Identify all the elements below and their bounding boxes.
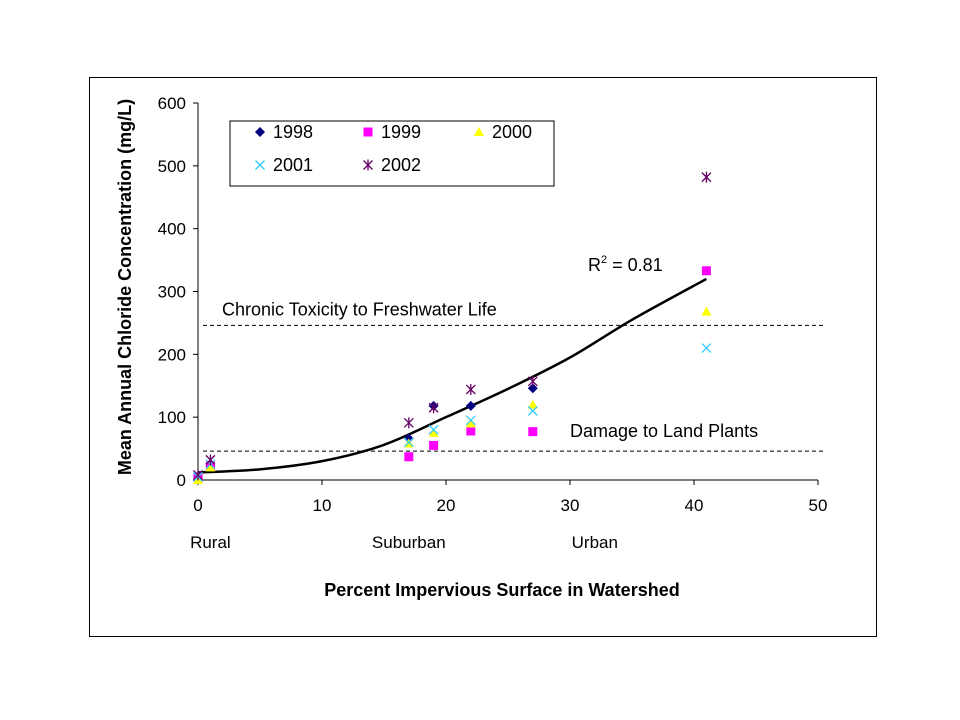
x-tick-label: 10 [313,496,332,515]
scatter-plot: 0 100 200 300 400 500 600 0 10 20 30 40 50 Chronic … [115,94,827,600]
x-ticks: 0 10 20 30 40 50 [193,480,827,515]
data-point-2002 [465,384,476,396]
legend-marker [255,160,265,170]
data-point-2002 [701,171,712,183]
x-tick-label: 30 [561,496,580,515]
legend-label: 2000 [492,122,532,142]
data-point-1998 [403,433,414,444]
data-point-2000 [428,427,439,437]
data-point-1998 [465,400,476,411]
data-point-2002 [527,375,538,387]
legend-marker [363,127,373,137]
legend-box [229,120,555,187]
data-point-2002 [403,417,414,429]
data-point-1999 [701,266,711,276]
y-tick-label: 500 [158,157,186,176]
x-tick-label: 0 [193,496,202,515]
legend-label: 1998 [273,122,313,142]
x-axis-title: Percent Impervious Surface in Watershed [324,580,679,600]
data-point-2001 [403,437,414,448]
x-tick-label: 20 [437,496,456,515]
trendline [197,277,708,474]
legend-label: 1999 [381,122,421,142]
data-point-2001 [527,405,538,416]
reference-lines: Chronic Toxicity to Freshwater Life Damag… [203,299,826,452]
data-point-2000 [701,306,712,316]
markers [193,171,712,484]
data-point-2002 [428,402,439,414]
data-point-2000 [527,399,538,409]
data-point-2002 [205,454,216,466]
chart-frame: 0 100 200 300 400 500 600 0 10 20 30 40 50 Chronic … [89,77,877,637]
legend-marker [474,127,484,136]
legend-marker [255,127,265,137]
data-point-1998 [527,383,538,394]
reference-line-label: Damage to Land Plants [570,421,758,441]
category-label: Rural [190,533,231,552]
reference-line-label: Chronic Toxicity to Freshwater Life [222,299,497,319]
data-point-1999 [466,426,476,436]
y-ticks: 0 100 200 300 400 500 600 [158,94,198,490]
data-point-2000 [205,462,216,472]
category-label: Urban [572,533,618,552]
data-point-2001 [465,415,476,426]
legend-label: 2002 [381,155,421,175]
y-tick-label: 0 [177,471,186,490]
y-tick-label: 100 [158,408,186,427]
legend: 1998 1999 2000 2001 2002 [229,120,555,187]
x-tick-label: 40 [685,496,704,515]
y-axis-title: Mean Annual Chloride Concentration (mg/L… [115,99,135,475]
r-squared-label: R2 = 0.81 [588,254,663,275]
data-point-2000 [465,418,476,428]
category-label: Suburban [372,533,446,552]
y-tick-label: 600 [158,94,186,113]
data-point-1999 [404,452,414,462]
category-labels: Rural Suburban Urban [190,533,618,552]
legend-label: 2001 [273,155,313,175]
data-point-1999 [528,427,538,437]
data-point-1999 [429,440,439,450]
x-tick-label: 50 [809,496,828,515]
legend-marker [363,159,373,171]
y-tick-label: 400 [158,220,186,239]
y-tick-label: 200 [158,345,186,364]
y-tick-label: 300 [158,283,186,302]
data-point-2002 [193,469,203,481]
data-point-2001 [701,343,712,354]
data-point-2001 [428,424,439,435]
